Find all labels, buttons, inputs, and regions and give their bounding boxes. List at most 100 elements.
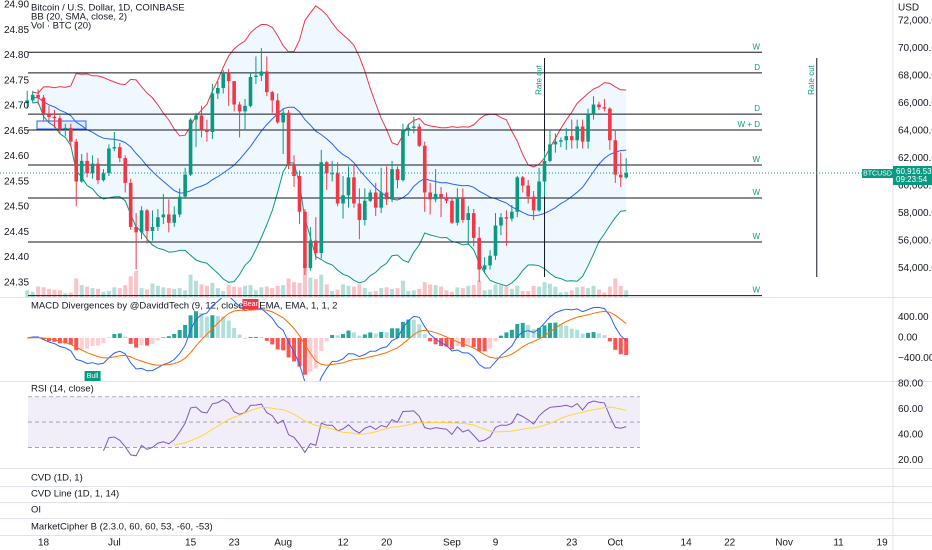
candle-body — [243, 105, 247, 112]
candle-body — [575, 126, 579, 141]
candle-body — [248, 77, 253, 106]
macd-histogram — [232, 328, 237, 338]
volume-bar — [460, 288, 465, 297]
x-tick-label: Sep — [443, 538, 461, 549]
volume-bar — [112, 287, 117, 297]
volume-bar — [41, 287, 46, 297]
candle-body — [63, 127, 68, 130]
candle-body — [422, 145, 427, 193]
macd-histogram — [602, 335, 607, 338]
indicator-title[interactable]: RSI (14, close) — [31, 384, 94, 395]
candle-body — [183, 174, 187, 197]
macd-histogram — [259, 337, 264, 338]
volume-bar — [558, 292, 563, 297]
pane-title[interactable]: CVD Line (1D, 1, 14) — [31, 489, 119, 500]
macd-histogram — [515, 323, 520, 338]
macd-histogram — [493, 337, 498, 342]
volume-bar — [607, 286, 612, 297]
x-tick-label: 12 — [337, 538, 349, 549]
volume-bar — [449, 291, 454, 297]
macd-histogram — [68, 337, 73, 345]
candle-body — [439, 193, 443, 198]
macd-histogram — [460, 337, 465, 347]
pane-title[interactable]: OI — [31, 505, 41, 516]
macd-histogram — [145, 337, 150, 346]
indicator-label[interactable]: Vol · BTC (20) — [31, 21, 91, 32]
price-tag — [893, 166, 932, 186]
macd-histogram — [221, 316, 226, 338]
volume-bar — [596, 289, 601, 297]
y-tick-label: 24.70 — [4, 101, 29, 112]
volume-bar — [624, 290, 629, 297]
candle-body — [444, 198, 449, 201]
pane-title[interactable]: CVD (1D, 1) — [31, 473, 83, 484]
macd-histogram — [199, 313, 204, 338]
volume-bar — [580, 286, 585, 297]
level-label: W — [752, 286, 760, 295]
candle-body — [395, 169, 400, 181]
macd-histogram — [248, 337, 253, 338]
volume-bar — [221, 291, 226, 297]
volume-bar — [602, 292, 607, 297]
volume-bar — [346, 285, 351, 297]
macd-histogram — [422, 334, 427, 338]
candle-body — [156, 217, 160, 227]
macd-histogram — [504, 332, 509, 338]
macd-histogram — [471, 337, 476, 347]
candle-body — [292, 165, 296, 176]
currency-label[interactable]: USD — [898, 3, 919, 14]
candle-body — [346, 177, 351, 196]
candle-body — [275, 100, 280, 123]
candle-body — [477, 237, 481, 270]
volume-bar — [232, 286, 237, 297]
volume-bar — [542, 282, 547, 297]
candle-body — [341, 195, 345, 204]
indicator-title[interactable]: MACD Divergences by @DaviddTech (9, 12, … — [31, 301, 337, 312]
volume-bar — [439, 286, 444, 297]
bb-fill — [32, 5, 627, 287]
candle-body — [330, 173, 334, 175]
candle-body — [172, 214, 177, 223]
macd-histogram — [553, 322, 558, 338]
macd-histogram — [47, 337, 52, 342]
candle-body — [52, 116, 57, 119]
volume-bar — [417, 288, 422, 297]
volume-bar — [422, 282, 427, 297]
macd-histogram — [428, 337, 433, 342]
price-pane: W D D W + D W W W W Rate cut Rate cut — [25, 5, 818, 297]
macd-histogram — [134, 337, 139, 348]
y-tick-label: 58,000.00 — [898, 208, 932, 219]
candle-body — [602, 107, 607, 109]
macd-histogram — [390, 328, 395, 338]
candle-body — [455, 198, 460, 223]
volume-bar — [455, 287, 460, 297]
macd-histogram — [155, 337, 160, 341]
volume-bar — [400, 280, 405, 297]
pane-title[interactable]: MarketCipher B (2.3.0, 60, 60, 53, -60, … — [31, 522, 213, 533]
candle-body — [254, 75, 258, 77]
macd-histogram — [580, 333, 585, 338]
level-label: W + D — [738, 120, 761, 129]
volume-bar — [313, 279, 318, 297]
macd-histogram — [624, 337, 629, 356]
macd-histogram — [406, 319, 411, 338]
volume-bar — [25, 290, 30, 297]
volume-bar — [199, 284, 204, 297]
macd-pane — [27, 298, 629, 381]
macd-histogram — [101, 337, 106, 344]
candle-body — [210, 93, 215, 132]
candle-body — [216, 88, 220, 94]
volume-bar — [243, 285, 248, 297]
indicator-label[interactable]: BB (20, SMA, close, 2) — [31, 12, 127, 23]
candle-body — [221, 72, 226, 88]
macd-histogram — [204, 316, 209, 338]
volume-bar — [128, 276, 133, 297]
volume-bar — [150, 283, 155, 297]
macd-histogram — [139, 337, 144, 346]
volume-bar — [264, 286, 269, 297]
candle-body — [259, 71, 264, 76]
candle-body — [417, 126, 422, 146]
volume-bar — [324, 284, 329, 297]
macd-histogram — [400, 321, 405, 338]
macd-histogram — [302, 337, 307, 375]
